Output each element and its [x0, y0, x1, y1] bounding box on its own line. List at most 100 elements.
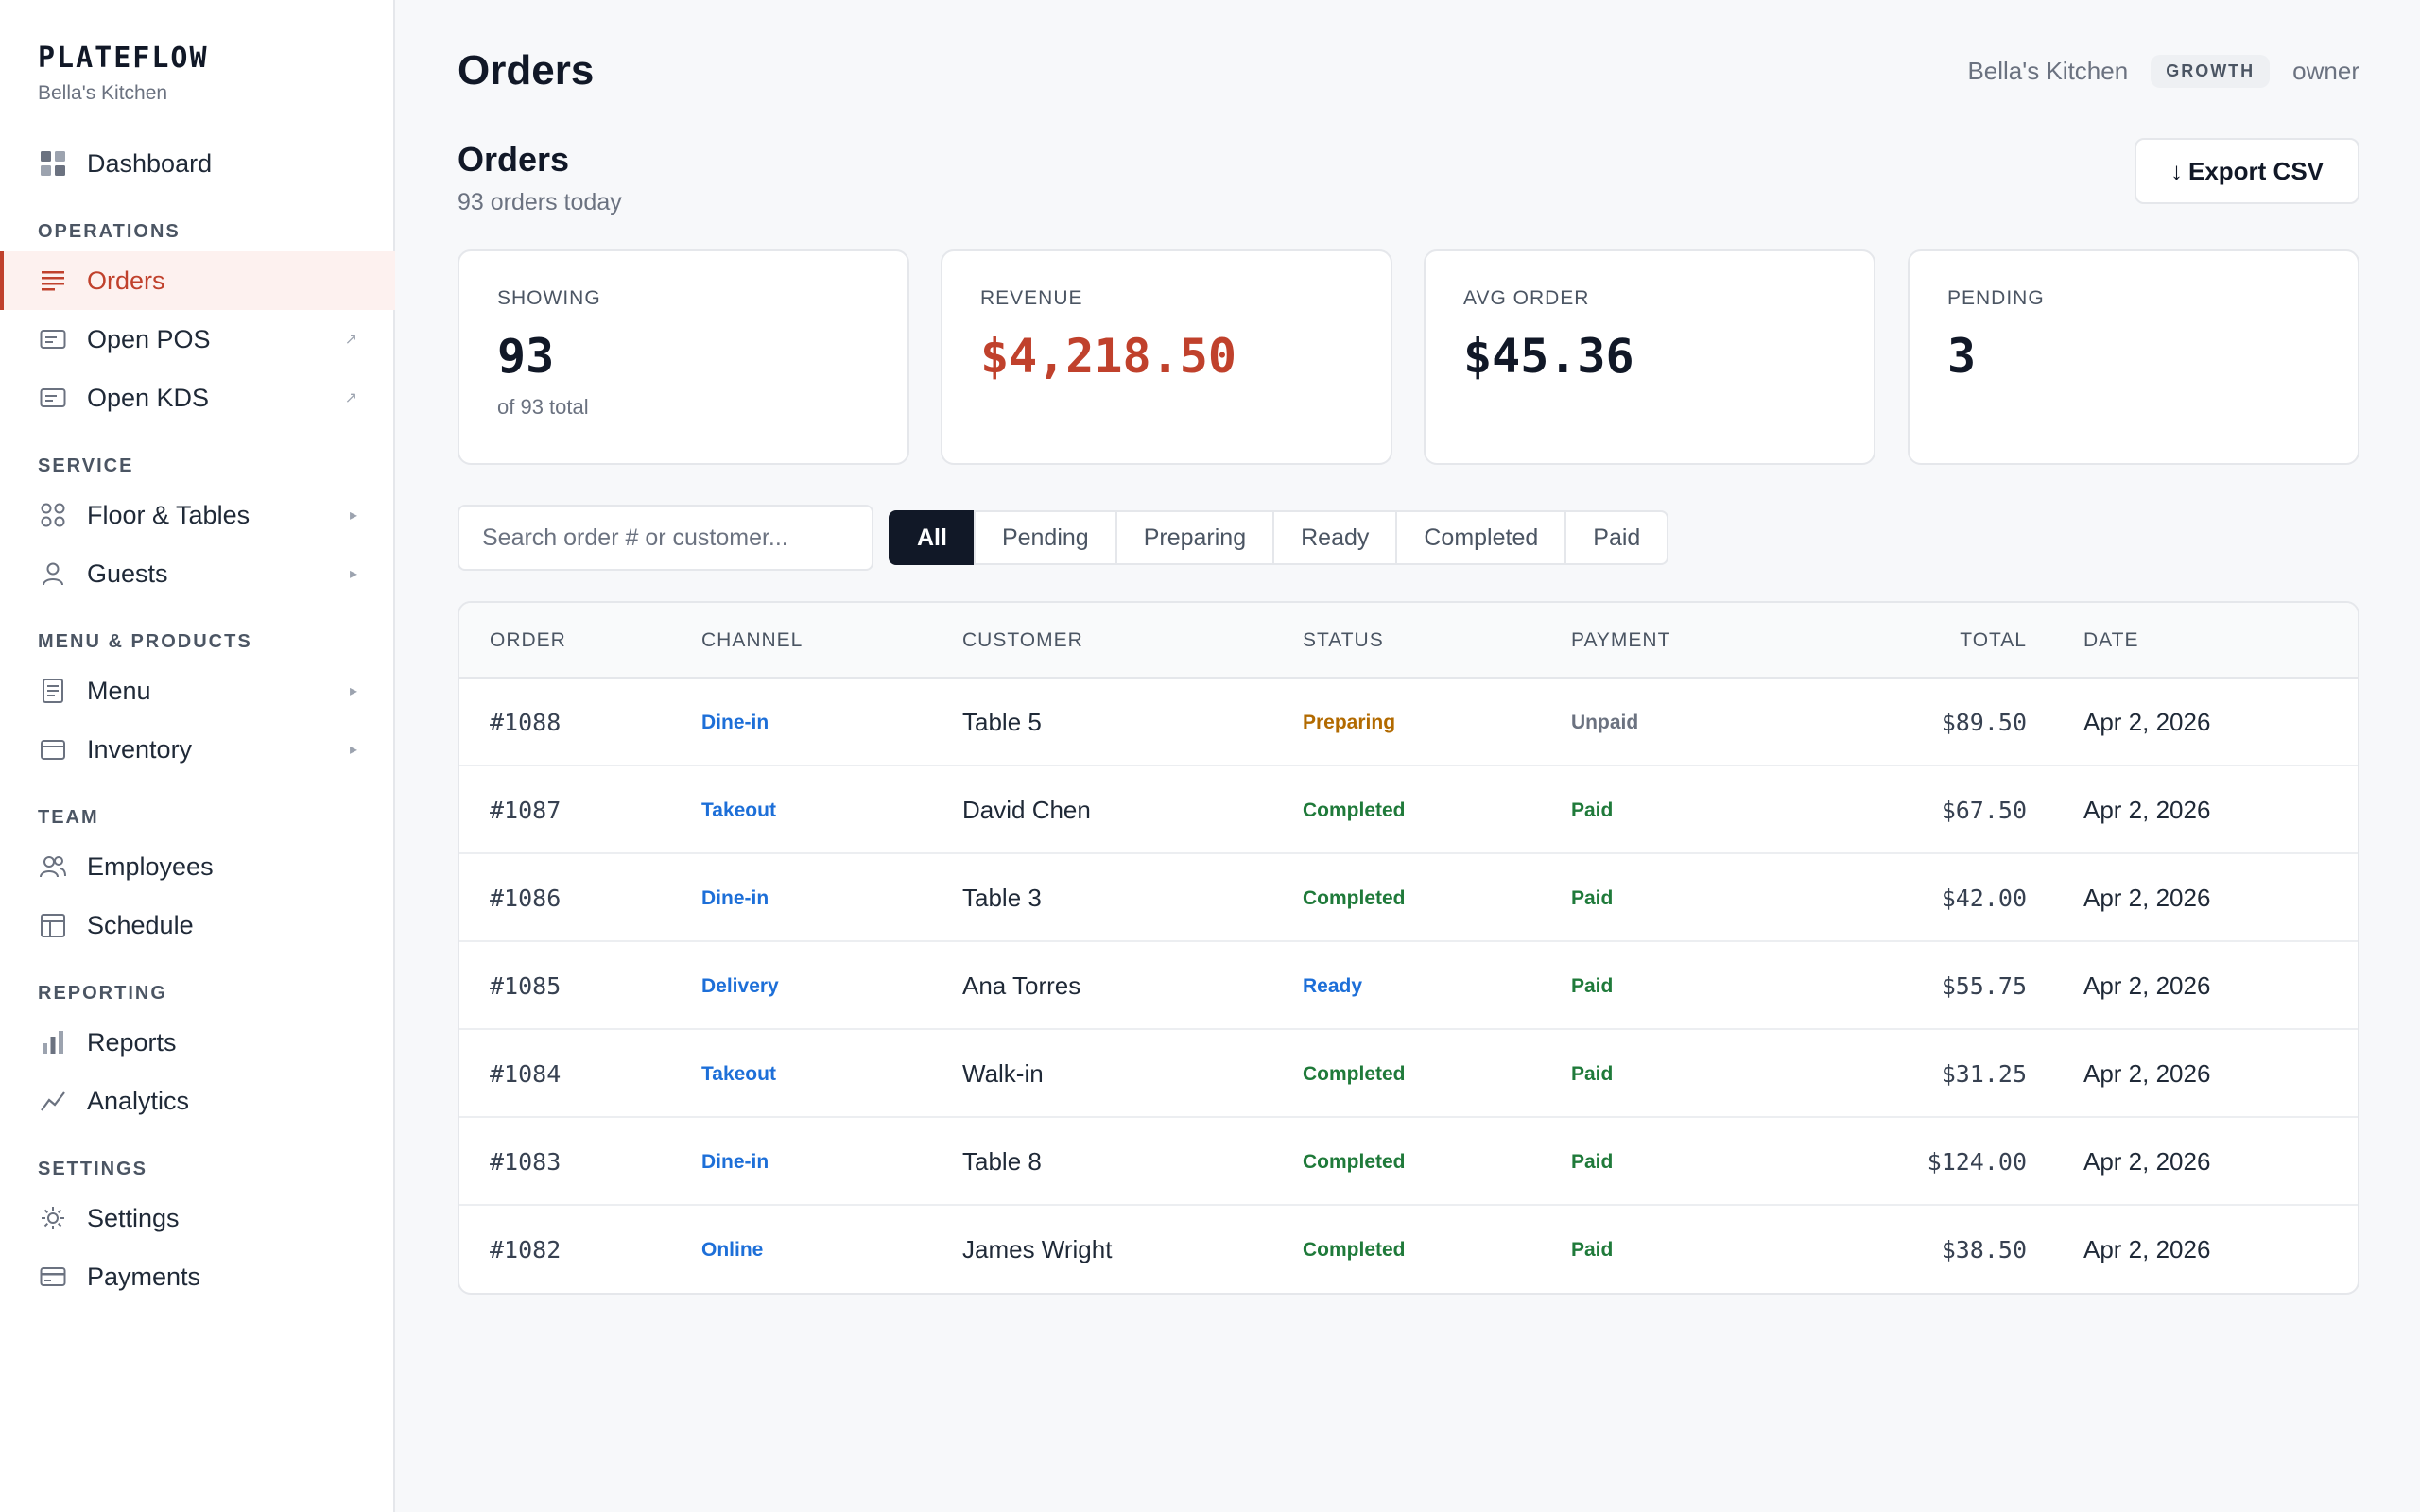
- status-badge: Completed: [1303, 1151, 1406, 1173]
- calendar-icon: [38, 910, 68, 940]
- stat-value: 3: [1947, 329, 1977, 384]
- table-row[interactable]: #1087 Takeout David Chen Completed Paid …: [459, 766, 2358, 854]
- user-icon: [38, 558, 68, 589]
- table-header: ORDER CHANNEL CUSTOMER STATUS PAYMENT TO…: [459, 603, 2358, 679]
- order-total: $38.50: [1941, 1236, 2027, 1263]
- status-badge: Completed: [1303, 1239, 1406, 1261]
- filter-pending[interactable]: Pending: [973, 510, 1117, 565]
- table-row[interactable]: #1082 Online James Wright Completed Paid…: [459, 1206, 2358, 1293]
- stat-value: $45.36: [1463, 329, 1634, 384]
- order-date: Apr 2, 2026: [2083, 1235, 2211, 1263]
- filter-all[interactable]: All: [889, 510, 976, 565]
- expand-icon: ▸: [349, 742, 357, 758]
- customer-name: Walk-in: [962, 1059, 1044, 1088]
- sidebar-item-label: Guests: [87, 558, 168, 588]
- sidebar-item-inventory[interactable]: Inventory ▸: [0, 720, 395, 779]
- status-badge: Preparing: [1303, 712, 1396, 733]
- export-csv-label: Export CSV: [2187, 156, 2325, 185]
- stat-label: SHOWING: [497, 287, 601, 309]
- sidebar-item-employees[interactable]: Employees: [0, 837, 395, 896]
- column-header-order[interactable]: ORDER: [490, 629, 566, 651]
- filter-completed[interactable]: Completed: [1395, 510, 1567, 565]
- brand-subtitle: Bella's Kitchen: [38, 82, 168, 104]
- order-number: #1088: [490, 709, 562, 736]
- sidebar-item-label: Analytics: [87, 1086, 190, 1115]
- sidebar-item-label: Open POS: [87, 324, 211, 353]
- column-header-date[interactable]: DATE: [2083, 629, 2139, 651]
- column-header-total[interactable]: TOTAL: [1960, 629, 2027, 651]
- sidebar-item-analytics[interactable]: Analytics: [0, 1072, 395, 1130]
- expand-icon: ▸: [349, 507, 357, 524]
- export-csv-button[interactable]: ↓ Export CSV: [2135, 138, 2360, 204]
- table-row[interactable]: #1088 Dine-in Table 5 Preparing Unpaid $…: [459, 679, 2358, 766]
- table-row[interactable]: #1085 Delivery Ana Torres Ready Paid $55…: [459, 942, 2358, 1030]
- channel-badge: Dine-in: [701, 1151, 769, 1173]
- expand-icon: ▸: [349, 566, 357, 582]
- sidebar-item-menu[interactable]: Menu ▸: [0, 662, 395, 720]
- sidebar-item-label: Schedule: [87, 910, 194, 939]
- sidebar-item-label: Inventory: [87, 734, 193, 764]
- filter-paid[interactable]: Paid: [1564, 510, 1669, 565]
- sidebar-item-open-pos[interactable]: Open POS ↗: [0, 310, 395, 369]
- header-account: Bella's Kitchen GROWTH owner: [1967, 55, 2360, 88]
- order-date: Apr 2, 2026: [2083, 708, 2211, 736]
- sidebar-item-label: Dashboard: [87, 148, 213, 178]
- order-date: Apr 2, 2026: [2083, 1059, 2211, 1088]
- stat-label: PENDING: [1947, 287, 2045, 309]
- credit-card-icon: [38, 1262, 68, 1292]
- sidebar-item-orders[interactable]: Orders: [0, 251, 395, 310]
- order-date: Apr 2, 2026: [2083, 796, 2211, 824]
- section-team: TEAM: [38, 807, 99, 828]
- sidebar-item-label: Settings: [87, 1203, 180, 1232]
- pos-icon: [38, 324, 68, 354]
- status-filter-group: All Pending Preparing Ready Completed Pa…: [889, 510, 1669, 565]
- sidebar-item-label: Reports: [87, 1027, 177, 1057]
- order-number: #1082: [490, 1236, 562, 1263]
- column-header-status[interactable]: STATUS: [1303, 629, 1384, 651]
- table-row[interactable]: #1084 Takeout Walk-in Completed Paid $31…: [459, 1030, 2358, 1118]
- column-header-customer[interactable]: CUSTOMER: [962, 629, 1083, 651]
- order-total: $31.25: [1941, 1060, 2027, 1088]
- sidebar-item-dashboard[interactable]: Dashboard: [0, 134, 395, 193]
- customer-name: James Wright: [962, 1235, 1113, 1263]
- list-icon: [38, 266, 68, 296]
- column-header-payment[interactable]: PAYMENT: [1571, 629, 1671, 651]
- status-badge: Completed: [1303, 887, 1406, 909]
- search-input[interactable]: [458, 505, 873, 571]
- customer-name: Table 8: [962, 1147, 1042, 1176]
- filter-preparing[interactable]: Preparing: [1115, 510, 1275, 565]
- table-row[interactable]: #1086 Dine-in Table 3 Completed Paid $42…: [459, 854, 2358, 942]
- stat-subtext: of 93 total: [497, 395, 589, 419]
- channel-badge: Takeout: [701, 1063, 776, 1085]
- section-operations: OPERATIONS: [38, 221, 181, 242]
- gear-icon: [38, 1203, 68, 1233]
- expand-icon: ▸: [349, 683, 357, 699]
- customer-name: David Chen: [962, 796, 1091, 824]
- sidebar-item-settings[interactable]: Settings: [0, 1189, 395, 1247]
- status-badge: Ready: [1303, 975, 1363, 997]
- sidebar-item-reports[interactable]: Reports: [0, 1013, 395, 1072]
- dashboard-icon: [38, 148, 68, 179]
- channel-badge: Online: [701, 1239, 764, 1261]
- plan-badge: GROWTH: [2151, 55, 2271, 88]
- header-role: owner: [2292, 57, 2360, 85]
- sidebar-item-schedule[interactable]: Schedule: [0, 896, 395, 954]
- filter-ready[interactable]: Ready: [1272, 510, 1398, 565]
- brand: PLATEFLOW Bella's Kitchen: [38, 42, 209, 105]
- order-total: $67.50: [1941, 797, 2027, 824]
- sidebar-item-payments[interactable]: Payments: [0, 1247, 395, 1306]
- column-header-channel[interactable]: CHANNEL: [701, 629, 804, 651]
- sidebar-item-open-kds[interactable]: Open KDS ↗: [0, 369, 395, 427]
- section-title: Orders: [458, 140, 570, 179]
- tables-icon: [38, 500, 68, 530]
- menu-book-icon: [38, 676, 68, 706]
- sidebar-item-guests[interactable]: Guests ▸: [0, 544, 395, 603]
- channel-badge: Takeout: [701, 799, 776, 821]
- table-row[interactable]: #1083 Dine-in Table 8 Completed Paid $12…: [459, 1118, 2358, 1206]
- order-number: #1087: [490, 797, 562, 824]
- sidebar-item-floor-tables[interactable]: Floor & Tables ▸: [0, 486, 395, 544]
- status-badge: Completed: [1303, 799, 1406, 821]
- stat-card-showing: SHOWING 93 of 93 total: [458, 249, 909, 465]
- stat-card-avg-order: AVG ORDER $45.36: [1424, 249, 1876, 465]
- stat-card-pending: PENDING 3: [1908, 249, 2360, 465]
